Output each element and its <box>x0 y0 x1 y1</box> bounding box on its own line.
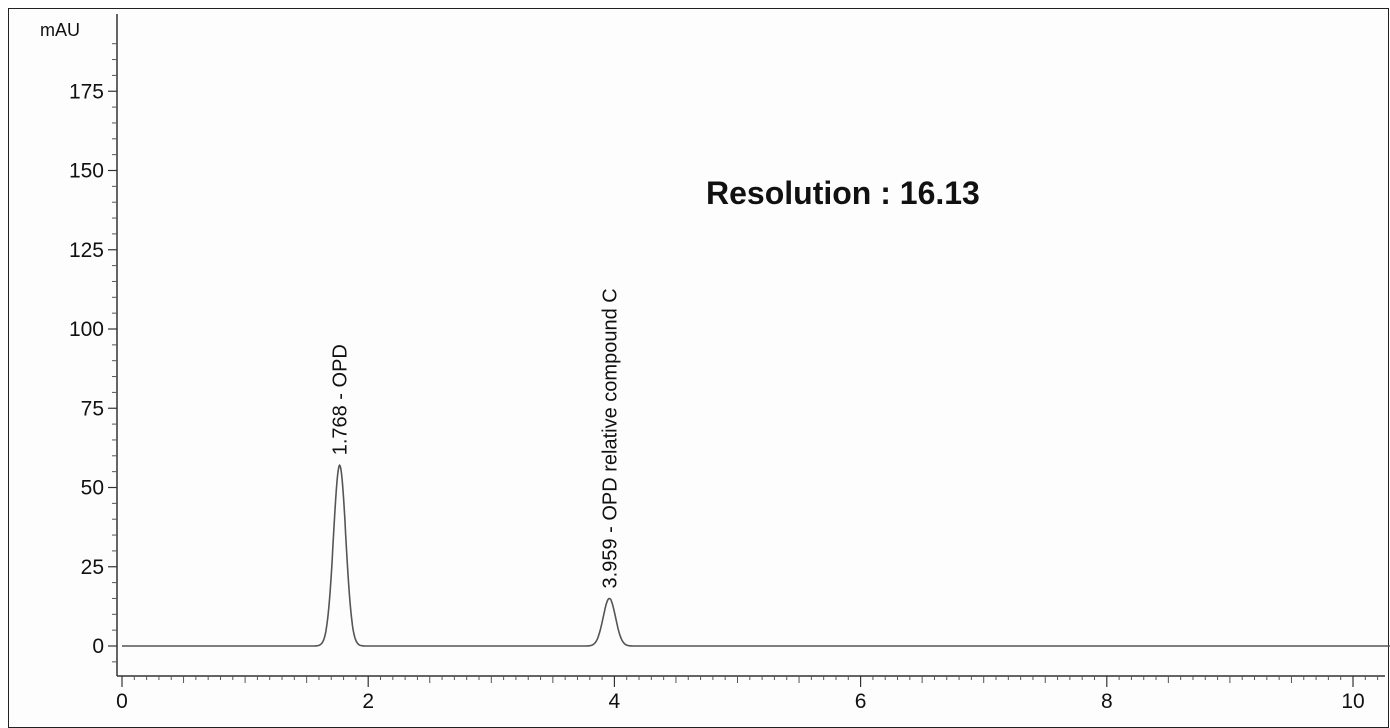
y-tick-label: 25 <box>81 556 104 579</box>
resolution-annotation: Resolution : 16.13 <box>706 175 980 211</box>
y-tick-label: 100 <box>69 318 104 341</box>
ticks: 0 25 50 75 100 125 150 175 0 2 4 6 8 10 <box>69 43 1379 713</box>
x-tick-label: 10 <box>1341 690 1364 713</box>
peak-label-1: 1.768 - OPD <box>330 344 352 455</box>
y-tick-label: 150 <box>69 160 104 183</box>
y-tick-label: 0 <box>92 635 104 658</box>
axes <box>116 14 1385 677</box>
y-unit-label: mAU <box>40 20 80 40</box>
y-tick-label: 50 <box>81 477 104 500</box>
chromatogram-frame <box>8 8 1389 728</box>
x-tick-label: 2 <box>362 690 374 713</box>
trace-layer <box>122 464 1390 647</box>
y-tick-label: 125 <box>69 239 104 262</box>
x-tick-label: 6 <box>855 690 867 713</box>
x-tick-label: 8 <box>1101 690 1113 713</box>
labels: mAU Resolution : 16.13 1.768 - OPD 3.959 … <box>40 20 980 588</box>
chromatogram-trace <box>122 464 1390 647</box>
y-tick-label: 75 <box>81 397 104 420</box>
peak-label-2: 3.959 - OPD relative compound C <box>599 288 621 588</box>
x-tick-label: 0 <box>116 690 128 713</box>
x-tick-label: 4 <box>609 690 621 713</box>
y-tick-label: 175 <box>69 80 104 103</box>
